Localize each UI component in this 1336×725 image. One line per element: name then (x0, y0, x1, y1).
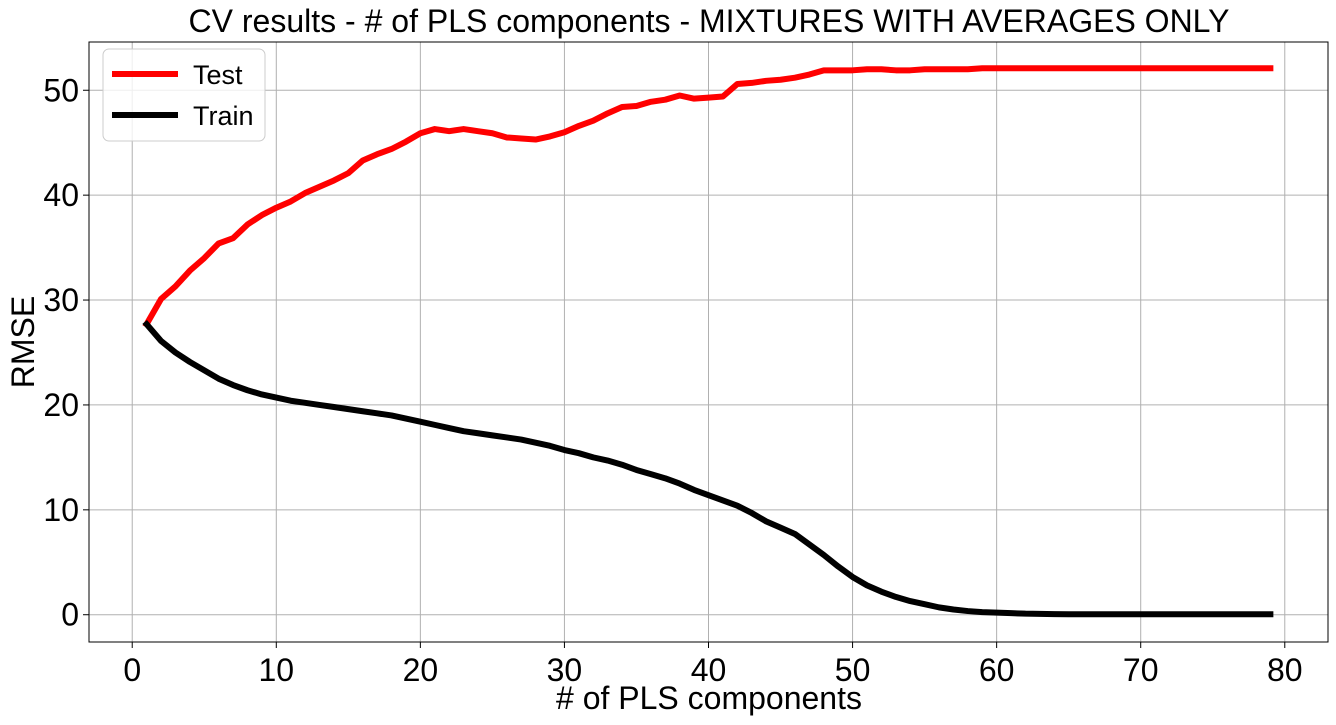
legend-label-test: Test (193, 60, 243, 90)
x-tick-label: 70 (1123, 652, 1159, 688)
x-tick-label: 30 (547, 652, 583, 688)
x-tick-label: 50 (835, 652, 871, 688)
y-tick-label: 10 (43, 492, 79, 528)
y-tick-label: 30 (43, 282, 79, 318)
y-axis-label: RMSE (5, 296, 41, 388)
y-tick-label: 20 (43, 387, 79, 423)
series-lines (142, 65, 1274, 618)
y-tick-label: 40 (43, 177, 79, 213)
axis-ticks: 0 10 20 30 40 50 60 70 80 0 10 20 30 40 50 (43, 72, 1302, 688)
series-line-train (142, 319, 1274, 618)
series-line-test (142, 65, 1274, 329)
grid (89, 42, 1328, 642)
x-tick-label: 0 (123, 652, 141, 688)
x-tick-label: 60 (979, 652, 1015, 688)
x-tick-label: 10 (258, 652, 294, 688)
legend-label-train: Train (193, 101, 254, 131)
y-tick-label: 0 (61, 597, 79, 633)
x-tick-label: 80 (1267, 652, 1303, 688)
chart-title: CV results - # of PLS components - MIXTU… (189, 3, 1230, 39)
legend: Test Train (102, 48, 266, 142)
x-tick-label: 40 (691, 652, 727, 688)
y-tick-label: 50 (43, 72, 79, 108)
x-tick-label: 20 (403, 652, 439, 688)
x-axis-label: # of PLS components (556, 680, 862, 716)
